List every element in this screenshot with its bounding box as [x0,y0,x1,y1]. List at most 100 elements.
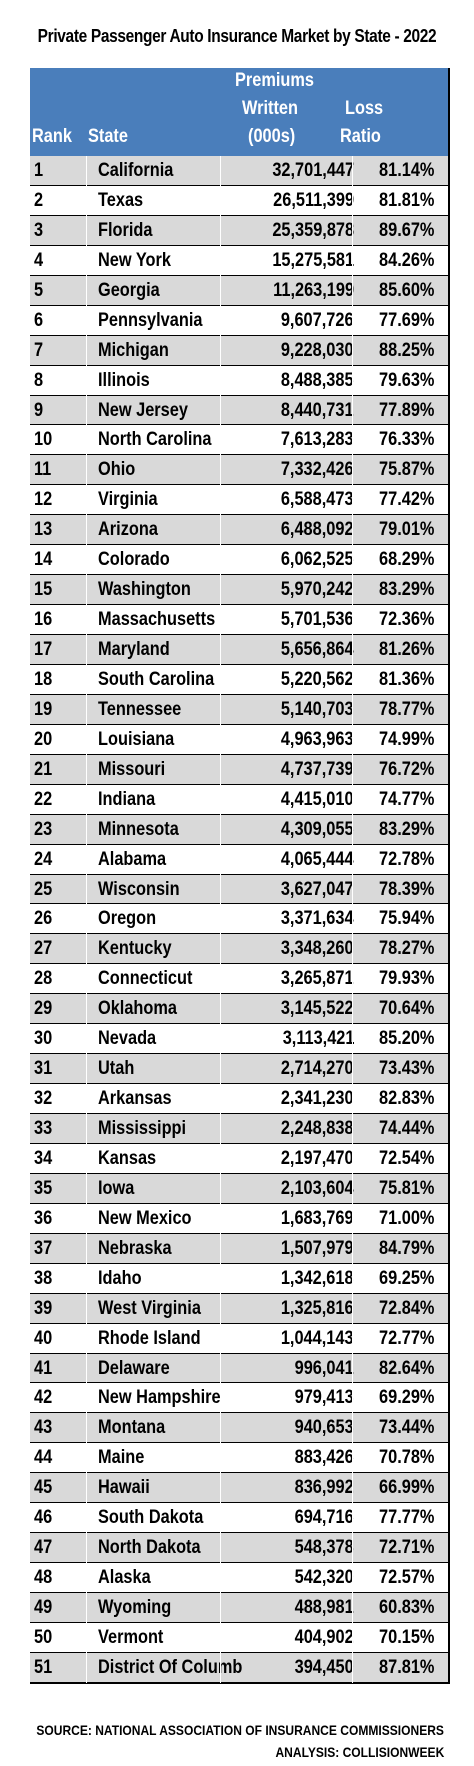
state-cell: Maryland [98,639,170,660]
state-cell: District Of Columb [98,1656,243,1678]
loss-ratio-cell: 74.77% [378,788,434,810]
table-row: 1 California 32,701,447 81.14% [30,156,448,186]
table-row: 2 Texas 26,511,399 81.81% [30,185,448,216]
state-cell: Connecticut [98,968,193,990]
premiums-cell: 1,683,769 [281,1207,354,1229]
table-row: 23 Minnesota 4,309,055 83.29% [30,814,448,845]
premiums-cell: 2,248,838 [281,1118,354,1139]
state-cell: Alaska [98,1567,151,1589]
table-row: 22 Indiana 4,415,010 74.77% [30,784,448,815]
rank-cell: 16 [34,609,53,631]
premiums-cell: 2,714,270 [281,1058,354,1080]
rank-cell: 37 [34,1237,53,1259]
table-row: 14 Colorado 6,062,525 68.29% [30,545,448,576]
loss-ratio-cell: 74.99% [378,728,434,750]
state-cell: Florida [98,219,153,241]
table-row: 47 North Dakota 548,378 72.71% [30,1533,448,1564]
premiums-cell: 542,320 [294,1567,354,1589]
premiums-cell: 11,263,199 [273,279,354,301]
header-loss-line1: Loss [345,98,384,119]
state-cell: California [98,160,174,181]
table-row: 28 Connecticut 3,265,871 79.93% [30,964,448,995]
state-cell: Vermont [98,1626,164,1648]
table-row: 19 Tennessee 5,140,703 78.77% [30,694,448,725]
table-row: 46 South Dakota 694,716 77.77% [30,1503,448,1534]
premiums-cell: 694,716 [294,1507,354,1529]
source-note: SOURCE: NATIONAL ASSOCIATION OF INSURANC… [36,1722,444,1738]
rank-cell: 49 [34,1597,53,1618]
state-cell: Illinois [98,369,150,391]
table-row: 16 Massachusetts 5,701,536 72.36% [30,605,448,635]
table-row: 45 Hawaii 836,992 66.99% [30,1473,448,1504]
rank-cell: 50 [34,1626,53,1648]
premiums-cell: 5,140,703 [281,698,354,720]
table-row: 31 Utah 2,714,270 73.43% [30,1054,448,1085]
premiums-cell: 3,627,047 [281,878,354,900]
state-cell: New Hampshire [98,1387,221,1409]
loss-ratio-cell: 81.81% [378,189,434,211]
premiums-cell: 404,902 [294,1626,354,1648]
rank-cell: 47 [34,1537,53,1559]
rank-cell: 15 [34,579,53,601]
state-cell: Oregon [98,908,157,930]
state-cell: Hawaii [98,1477,150,1499]
loss-ratio-cell: 68.29% [378,549,434,571]
analysis-note: ANALYSIS: COLLISIONWEEK [275,1744,444,1760]
premiums-cell: 3,113,421 [282,1028,354,1050]
premiums-cell: 836,992 [294,1477,354,1499]
loss-ratio-cell: 79.63% [378,369,434,391]
state-cell: West Virginia [98,1297,201,1319]
rank-cell: 48 [34,1567,53,1589]
premiums-cell: 394,450 [294,1656,354,1678]
state-cell: Rhode Island [98,1327,201,1349]
loss-ratio-cell: 88.25% [378,339,434,361]
table-row: 42 New Hampshire 979,413 69.29% [30,1383,448,1414]
table-row: 27 Kentucky 3,348,260 78.27% [30,934,448,965]
header-premiums-line1: Premiums [235,70,315,91]
state-cell: New York [98,249,171,271]
rank-cell: 12 [34,489,53,511]
premiums-cell: 6,588,473 [281,489,354,511]
premiums-cell: 5,656,864 [281,639,354,660]
premiums-cell: 9,228,030 [281,339,354,361]
premiums-cell: 4,963,963 [281,728,354,750]
table-row: 29 Oklahoma 3,145,522 70.64% [30,994,448,1025]
premiums-cell: 32,701,447 [272,160,354,181]
loss-ratio-cell: 71.00% [378,1207,434,1229]
premiums-cell: 548,378 [294,1537,354,1559]
table-row: 12 Virginia 6,588,473 77.42% [30,485,448,516]
state-cell: Alabama [98,848,167,870]
state-cell: Nevada [98,1028,157,1050]
rank-cell: 6 [34,309,44,331]
table-body: 1 California 32,701,447 81.14% 2 Texas 26,511,… [30,156,448,1683]
rank-cell: 41 [34,1357,53,1379]
table-header: Rank State Premiums Written (000s) Loss … [30,68,448,156]
premiums-cell: 488,981 [294,1597,354,1618]
rank-cell: 11 [34,459,52,481]
premiums-cell: 5,220,562 [281,668,354,690]
header-premiums-line2: Written [242,98,298,119]
rank-cell: 32 [34,1088,53,1110]
table-row: 3 Florida 25,359,878 89.67% [30,215,448,246]
rank-cell: 30 [34,1028,53,1050]
loss-ratio-cell: 75.87% [378,459,434,481]
rank-cell: 24 [34,848,53,870]
state-cell: New Mexico [98,1207,192,1229]
state-cell: Virginia [98,489,158,511]
data-table: Rank State Premiums Written (000s) Loss … [30,68,450,1684]
state-cell: Massachusetts [98,609,216,631]
loss-ratio-cell: 72.78% [378,848,434,870]
rank-cell: 25 [34,878,53,900]
premiums-cell: 996,041 [294,1357,354,1379]
table-row: 13 Arizona 6,488,092 79.01% [30,515,448,546]
loss-ratio-cell: 72.57% [378,1567,434,1589]
state-cell: Mississippi [98,1118,187,1139]
state-cell: Colorado [98,549,170,571]
table-row: 35 Iowa 2,103,604 75.81% [30,1173,448,1204]
table-row: 48 Alaska 542,320 72.57% [30,1563,448,1593]
table-row: 18 South Carolina 5,220,562 81.36% [30,664,448,695]
loss-ratio-cell: 79.93% [378,968,434,990]
rank-cell: 10 [34,429,53,451]
table-row: 30 Nevada 3,113,421 85.20% [30,1024,448,1055]
state-cell: Texas [98,189,144,211]
